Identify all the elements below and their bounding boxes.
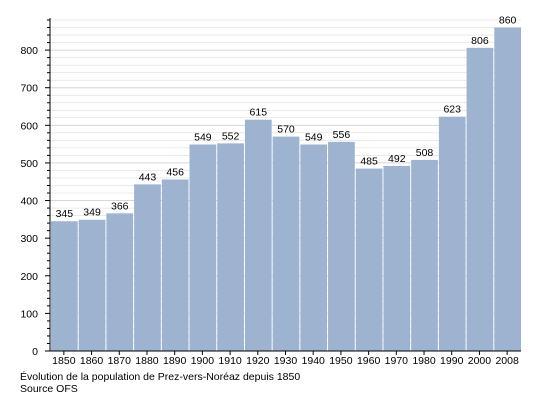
x-tick-label: 1900 <box>191 355 215 367</box>
bar-value-label: 549 <box>194 132 212 144</box>
bar-1890 <box>161 179 189 351</box>
bar-value-label: 456 <box>166 166 184 178</box>
bar-2000 <box>466 47 494 351</box>
x-tick-label: 1860 <box>80 355 104 367</box>
y-tick-label: 400 <box>20 196 38 208</box>
bar-1970 <box>383 165 411 351</box>
x-tick-label: 1880 <box>135 355 159 367</box>
bar-value-label: 860 <box>499 15 517 27</box>
x-tick-label: 1910 <box>218 355 242 367</box>
bar-value-label: 345 <box>56 208 74 220</box>
bar-value-label: 366 <box>111 200 129 212</box>
bar-1940 <box>300 144 328 351</box>
y-tick-label: 0 <box>32 346 38 358</box>
x-tick-label: 2008 <box>495 355 519 367</box>
x-tick-label: 1940 <box>302 355 326 367</box>
y-tick-label: 700 <box>20 83 38 95</box>
y-tick-label: 600 <box>20 120 38 132</box>
bar-1950 <box>328 141 355 351</box>
x-tick-label: 2000 <box>468 355 492 367</box>
x-tick-label: 1850 <box>52 355 76 367</box>
bar-1870 <box>106 213 134 351</box>
y-tick-label: 200 <box>20 271 38 283</box>
x-tick-label: 1980 <box>412 355 436 367</box>
bar-value-label: 492 <box>388 153 406 165</box>
bar-1930 <box>272 136 300 351</box>
bar-value-label: 349 <box>83 207 101 219</box>
x-tick-label: 1890 <box>163 355 187 367</box>
bar-value-label: 615 <box>250 107 268 119</box>
bar-1900 <box>189 144 217 351</box>
y-tick-label: 100 <box>20 308 38 320</box>
bars <box>51 27 521 351</box>
axes: 0 100 200 300 400 500 600 700 800 1850 1860 1870 188… <box>20 18 521 367</box>
x-tick-label: 1870 <box>108 355 132 367</box>
bar-1920 <box>244 119 272 351</box>
chart-caption: Évolution de la population de Prez-vers-… <box>20 371 301 383</box>
bar-1960 <box>355 168 383 351</box>
bar-value-label: 623 <box>443 104 461 116</box>
bar-value-label: 552 <box>222 130 240 142</box>
bar-value-label: 485 <box>360 156 378 168</box>
chart-source: Source OFS <box>20 383 78 395</box>
y-tick-label: 300 <box>20 233 38 245</box>
bar-1980 <box>411 159 438 351</box>
bar-value-label: 443 <box>139 171 157 183</box>
x-tick-label: 1950 <box>329 355 353 367</box>
bar-2008 <box>494 27 521 351</box>
y-tick-label: 800 <box>20 45 38 57</box>
x-tick-label: 1960 <box>357 355 381 367</box>
bar-value-label: 806 <box>471 35 489 47</box>
bar-1860 <box>78 219 106 351</box>
bar-1990 <box>438 116 466 351</box>
bar-value-label: 570 <box>277 124 295 136</box>
bar-1910 <box>217 143 244 351</box>
bar-value-label: 508 <box>416 147 434 159</box>
x-tick-label: 1920 <box>246 355 270 367</box>
x-tick-label: 1990 <box>440 355 464 367</box>
bar-1850 <box>51 221 78 351</box>
bar-value-label: 556 <box>333 129 351 141</box>
x-tick-label: 1970 <box>385 355 409 367</box>
bar-value-labels: 345 349 366 443 456 549 552 615 570 549 556 485 492 5… <box>56 15 517 221</box>
bar-1880 <box>134 184 161 351</box>
x-tick-label: 1930 <box>274 355 298 367</box>
y-tick-label: 500 <box>20 158 38 170</box>
bar-value-label: 549 <box>305 132 323 144</box>
